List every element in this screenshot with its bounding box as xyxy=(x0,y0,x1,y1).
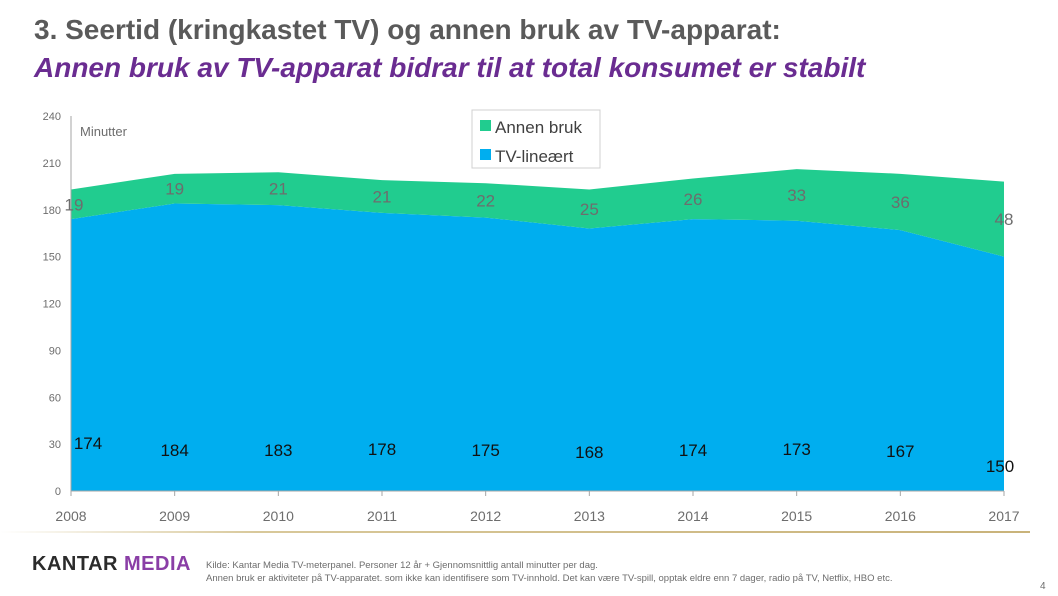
annen-bruk-data-label: 21 xyxy=(269,180,288,199)
y-tick-label: 180 xyxy=(43,205,61,217)
x-tick-label: 2016 xyxy=(885,508,916,524)
annen-bruk-data-label: 21 xyxy=(373,187,392,206)
tv-lineaert-data-label: 183 xyxy=(264,441,292,460)
y-tick-label: 240 xyxy=(43,111,61,123)
stacked-area-chart: 0 30 60 90 120 150 180 210 240 2008 2009 2010 2011 20… xyxy=(43,109,1020,524)
tv-lineaert-area xyxy=(71,203,1004,491)
x-tick-label: 2011 xyxy=(367,508,397,524)
legend-label-annen-bruk: Annen bruk xyxy=(495,118,582,137)
annen-bruk-data-label: 48 xyxy=(995,210,1014,229)
y-axis-unit-label: Minutter xyxy=(80,124,128,139)
legend-swatch-annen-bruk xyxy=(480,120,491,131)
footnote-definition: Annen bruk er aktiviteter på TV-apparate… xyxy=(206,573,893,584)
footer-divider xyxy=(0,531,1030,533)
annen-bruk-data-label: 22 xyxy=(476,191,495,210)
x-tick-label: 2015 xyxy=(781,508,812,524)
tv-lineaert-data-label: 167 xyxy=(886,442,914,461)
kantar-media-logo: KANTAR MEDIA xyxy=(32,553,191,575)
tv-lineaert-data-label: 174 xyxy=(74,434,102,453)
tv-lineaert-data-label: 168 xyxy=(575,443,603,462)
legend-box xyxy=(471,109,601,169)
page-number: 4 xyxy=(1040,581,1046,592)
annen-bruk-data-label: 25 xyxy=(580,200,599,219)
legend-label-tv-lineaert: TV-lineært xyxy=(495,147,574,166)
slide-title: 3. Seertid (kringkastet TV) og annen bru… xyxy=(34,14,781,45)
annen-bruk-data-label: 19 xyxy=(165,180,184,199)
tv-lineaert-data-label: 175 xyxy=(471,441,499,460)
annen-bruk-area xyxy=(71,169,1004,257)
y-tick-label: 90 xyxy=(49,345,61,357)
tv-lineaert-data-label: 173 xyxy=(782,440,810,459)
annen-bruk-data-label: 19 xyxy=(65,195,84,214)
tv-lineaert-data-label: 184 xyxy=(160,441,188,460)
tv-lineaert-data-label: 174 xyxy=(679,441,707,460)
x-tick-label: 2017 xyxy=(988,508,1019,524)
legend-swatch-tv-lineaert xyxy=(480,149,491,160)
y-tick-label: 30 xyxy=(49,439,61,451)
footnote-source: Kilde: Kantar Media TV-meterpanel. Perso… xyxy=(206,560,598,571)
tv-lineaert-data-label: 150 xyxy=(986,457,1014,476)
y-tick-label: 120 xyxy=(43,299,61,311)
annen-bruk-data-label: 36 xyxy=(891,193,910,212)
x-tick-label: 2014 xyxy=(677,508,708,524)
x-tick-label: 2010 xyxy=(263,508,294,524)
slide-subtitle: Annen bruk av TV-apparat bidrar til at t… xyxy=(34,52,866,83)
y-tick-label: 60 xyxy=(49,392,61,404)
y-tick-label: 0 xyxy=(55,486,61,498)
annen-bruk-data-label: 26 xyxy=(684,190,703,209)
x-tick-label: 2012 xyxy=(470,508,501,524)
y-tick-label: 210 xyxy=(43,158,61,170)
y-tick-label: 150 xyxy=(43,252,61,264)
tv-lineaert-data-label: 178 xyxy=(368,440,396,459)
x-tick-label: 2009 xyxy=(159,508,190,524)
chart-legend: Annen bruk TV-lineært xyxy=(471,109,601,169)
annen-bruk-data-label: 33 xyxy=(787,186,806,205)
x-tick-label: 2008 xyxy=(55,508,86,524)
x-tick-label: 2013 xyxy=(574,508,605,524)
